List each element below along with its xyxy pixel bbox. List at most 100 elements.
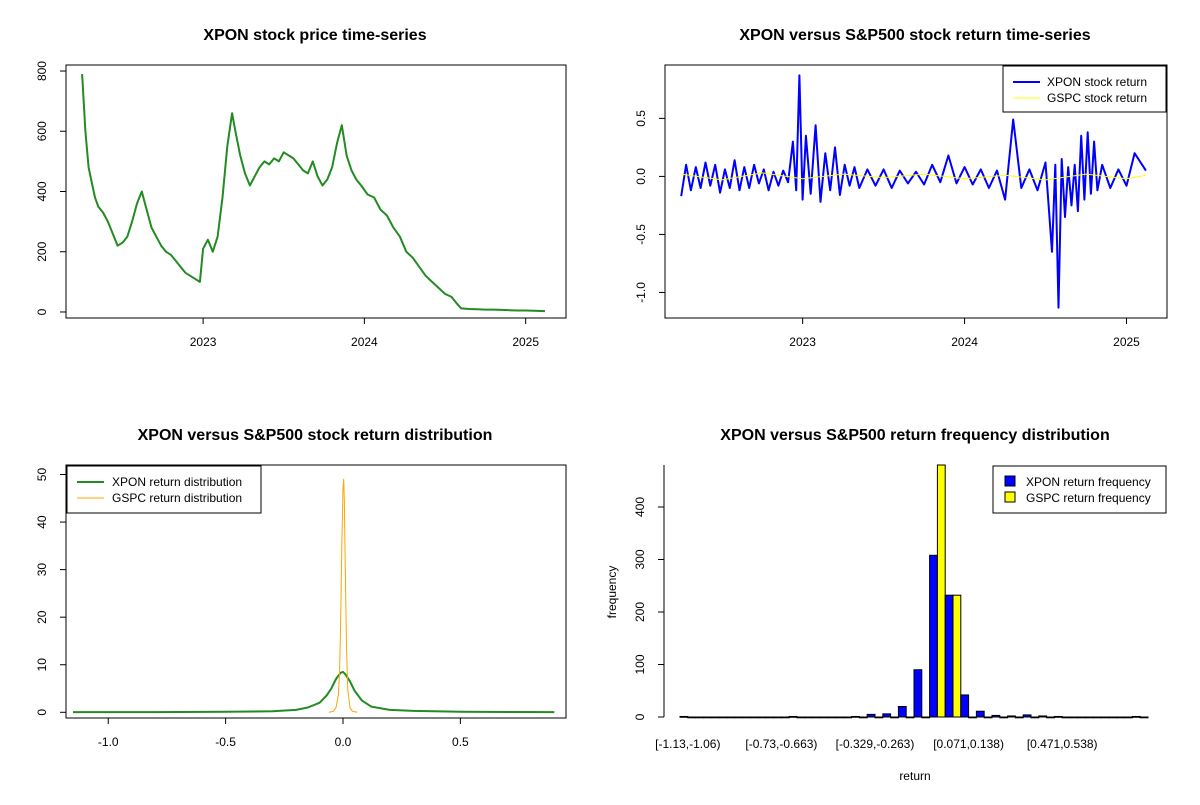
x-tick-label: 2025 — [512, 335, 539, 349]
x-tick-label: [0.071,0.138) — [933, 737, 1004, 751]
bar-gspc — [796, 716, 806, 719]
legend-label-xpon: XPON return distribution — [112, 475, 242, 489]
bar-gspc — [905, 716, 915, 719]
x-axis: 2023 2024 2025 — [789, 318, 1140, 349]
series-line-gspc — [681, 172, 1146, 181]
bar-xpon — [695, 716, 704, 719]
bar-xpon — [726, 716, 736, 719]
series-line-xpon — [680, 74, 1147, 309]
y-axis: 0 100 200 300 400 — [633, 497, 664, 720]
bar-xpon — [1100, 716, 1110, 719]
y-tick-label: 0.5 — [634, 110, 648, 127]
bar-xpon — [929, 554, 938, 718]
chart-returns: XPON versus S&P500 stock return time-ser… — [634, 27, 1168, 349]
legend-swatch-xpon — [1004, 475, 1016, 487]
series-layer — [73, 478, 555, 714]
legend-label-xpon: XPON stock return — [1047, 75, 1147, 89]
bar-gspc — [1092, 716, 1102, 719]
series-line-0 — [73, 670, 555, 714]
y-tick-label: 800 — [35, 61, 49, 81]
y-axis-label: frequency — [605, 566, 619, 619]
y-tick-label: 40 — [35, 515, 49, 529]
bar-gspc — [890, 716, 899, 719]
y-tick-label: 200 — [633, 602, 647, 622]
y-tick-label: 200 — [35, 241, 49, 261]
y-tick-label: 10 — [35, 658, 49, 672]
chart-density: XPON versus S&P500 stock return distribu… — [35, 427, 567, 749]
bar-xpon — [1131, 715, 1141, 718]
y-axis: 0 10 20 30 40 50 — [35, 468, 66, 716]
series-layer — [81, 73, 546, 313]
y-tick-label: 20 — [35, 610, 49, 624]
x-tick-label: -1.0 — [98, 735, 119, 749]
legend-swatch-gspc — [1004, 491, 1016, 503]
y-tick-label: -1.0 — [634, 282, 648, 303]
y-tick-label: 50 — [35, 468, 49, 482]
x-axis: -1.0 -0.5 0.0 0.5 — [98, 718, 469, 749]
x-tick-label: 2024 — [951, 335, 978, 349]
series-line-0 — [81, 73, 546, 313]
bar-xpon — [944, 594, 954, 718]
chart-title: XPON versus S&P500 return frequency dist… — [720, 427, 1109, 444]
bar-gspc — [718, 716, 728, 719]
bar-gspc — [1108, 716, 1118, 719]
legend-label-gspc: GSPC stock return — [1047, 91, 1147, 105]
y-axis: 0 200 400 600 800 — [35, 61, 66, 315]
bar-xpon — [819, 716, 829, 719]
y-tick-label: 100 — [633, 654, 647, 674]
bar-xpon — [866, 713, 876, 718]
bar-gspc — [1046, 716, 1055, 719]
bar-xpon — [913, 669, 923, 718]
chart-title: XPON versus S&P500 stock return time-ser… — [739, 27, 1090, 44]
bar-xpon — [773, 716, 782, 719]
y-tick-label: -0.5 — [634, 224, 648, 245]
bar-gspc — [999, 716, 1009, 719]
bar-xpon — [1053, 715, 1063, 718]
y-tick-label: 0.0 — [634, 168, 648, 185]
x-tick-label: 0.5 — [452, 735, 469, 749]
x-tick-label: 0.0 — [335, 735, 352, 749]
bar-xpon — [882, 713, 892, 718]
plot-frame — [65, 464, 567, 719]
bars-layer — [679, 464, 1149, 719]
x-tick-label: 2023 — [190, 335, 217, 349]
x-tick-label: 2024 — [351, 335, 378, 349]
y-tick-label: 0 — [35, 709, 49, 716]
bar-gspc — [843, 716, 853, 719]
x-tick-label: 2023 — [789, 335, 816, 349]
bar-xpon — [1038, 715, 1048, 718]
bar-gspc — [874, 716, 884, 719]
bar-gspc — [968, 716, 977, 719]
bar-gspc — [1030, 716, 1040, 719]
bar-xpon — [710, 716, 720, 719]
legend-label-xpon: XPON return frequency — [1026, 475, 1151, 489]
bar-xpon — [851, 715, 860, 718]
legend: XPON return frequency GSPC return freque… — [992, 465, 1167, 514]
chart-price: XPON stock price time-series 2023 2024 202… — [35, 27, 567, 349]
chart-title: XPON stock price time-series — [203, 27, 426, 44]
bar-xpon — [835, 716, 845, 719]
bar-xpon — [991, 714, 1001, 718]
bar-gspc — [765, 716, 775, 719]
bar-gspc — [1061, 716, 1071, 719]
bar-xpon — [741, 716, 751, 719]
chart-title: XPON versus S&P500 stock return distribu… — [138, 427, 493, 444]
bar-xpon — [1069, 716, 1079, 719]
bar-gspc — [1014, 716, 1024, 719]
bar-gspc — [983, 716, 993, 719]
bar-gspc — [1139, 716, 1149, 719]
legend-label-gspc: GSPC return distribution — [112, 491, 242, 505]
bar-gspc — [1124, 716, 1133, 719]
y-axis: -1.0 -0.5 0.0 0.5 — [634, 110, 665, 303]
bar-gspc — [702, 716, 712, 719]
bar-xpon — [757, 716, 767, 719]
x-tick-label: -0.5 — [215, 735, 236, 749]
bar-gspc — [812, 716, 821, 719]
bar-gspc — [936, 464, 946, 718]
bar-xpon — [897, 706, 907, 718]
bar-xpon — [1022, 714, 1032, 718]
legend: XPON stock return GSPC stock return — [1002, 65, 1167, 113]
bar-xpon — [788, 715, 798, 718]
x-axis: 2023 2024 2025 — [190, 318, 539, 349]
